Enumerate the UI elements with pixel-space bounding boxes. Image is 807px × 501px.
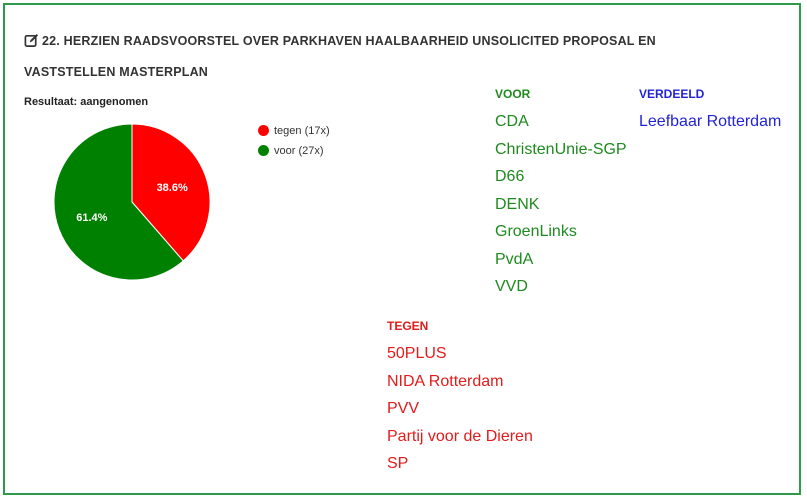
vote-card: 22. HERZIEN RAADSVOORSTEL OVER PARKHAVEN…: [3, 3, 801, 495]
legend-item[interactable]: tegen (17x): [258, 124, 330, 144]
title-text: 22. HERZIEN RAADSVOORSTEL OVER PARKHAVEN…: [24, 34, 656, 79]
voor-party: CDA: [495, 113, 529, 130]
tegen-group: TEGEN 50PLUS NIDA Rotterdam PVV Partij voor…: [387, 317, 533, 481]
verdeeld-party: Leefbaar Rotterdam: [639, 113, 782, 130]
legend-item[interactable]: voor (27x): [258, 144, 330, 164]
result-label: Resultaat: aangenomen: [24, 96, 149, 108]
voor-party: VVD: [495, 278, 528, 295]
edit-icon[interactable]: [24, 29, 39, 47]
tegen-party: 50PLUS: [387, 345, 447, 362]
legend-swatch: [258, 125, 269, 136]
voor-heading: VOOR: [495, 87, 531, 101]
legend-label: voor (27x): [274, 145, 324, 157]
tegen-party: PVV: [387, 400, 420, 417]
voor-party: DENK: [495, 195, 540, 213]
tegen-heading: TEGEN: [387, 319, 429, 333]
pie-slice-voor[interactable]: [53, 123, 184, 281]
legend-swatch: [258, 145, 269, 156]
tegen-party: Partij voor de Dieren: [387, 427, 533, 445]
tegen-party: SP: [387, 455, 409, 472]
voor-party: PvdA: [495, 250, 534, 268]
voor-group: VOOR CDA ChristenUnie-SGP D66 DENK GroenLink…: [495, 85, 627, 304]
voor-party: ChristenUnie-SGP: [495, 140, 627, 158]
vote-pie-chart: 38.6% 61.4%: [53, 123, 211, 281]
agenda-item-title: 22. HERZIEN RAADSVOORSTEL OVER PARKHAVEN…: [24, 26, 744, 88]
verdeeld-group: VERDEELD Leefbaar Rotterdam: [639, 85, 781, 139]
pie-label-voor: 61.4%: [76, 212, 107, 224]
pie-slice-tegen[interactable]: [131, 123, 211, 262]
chart-legend: tegen (17x) voor (27x): [258, 124, 330, 164]
tegen-party: NIDA Rotterdam: [387, 372, 504, 390]
voor-party: D66: [495, 168, 525, 185]
voor-party: GroenLinks: [495, 223, 577, 240]
verdeeld-heading: VERDEELD: [639, 87, 705, 101]
legend-label: tegen (17x): [274, 125, 330, 137]
pie-label-tegen: 38.6%: [157, 182, 188, 194]
